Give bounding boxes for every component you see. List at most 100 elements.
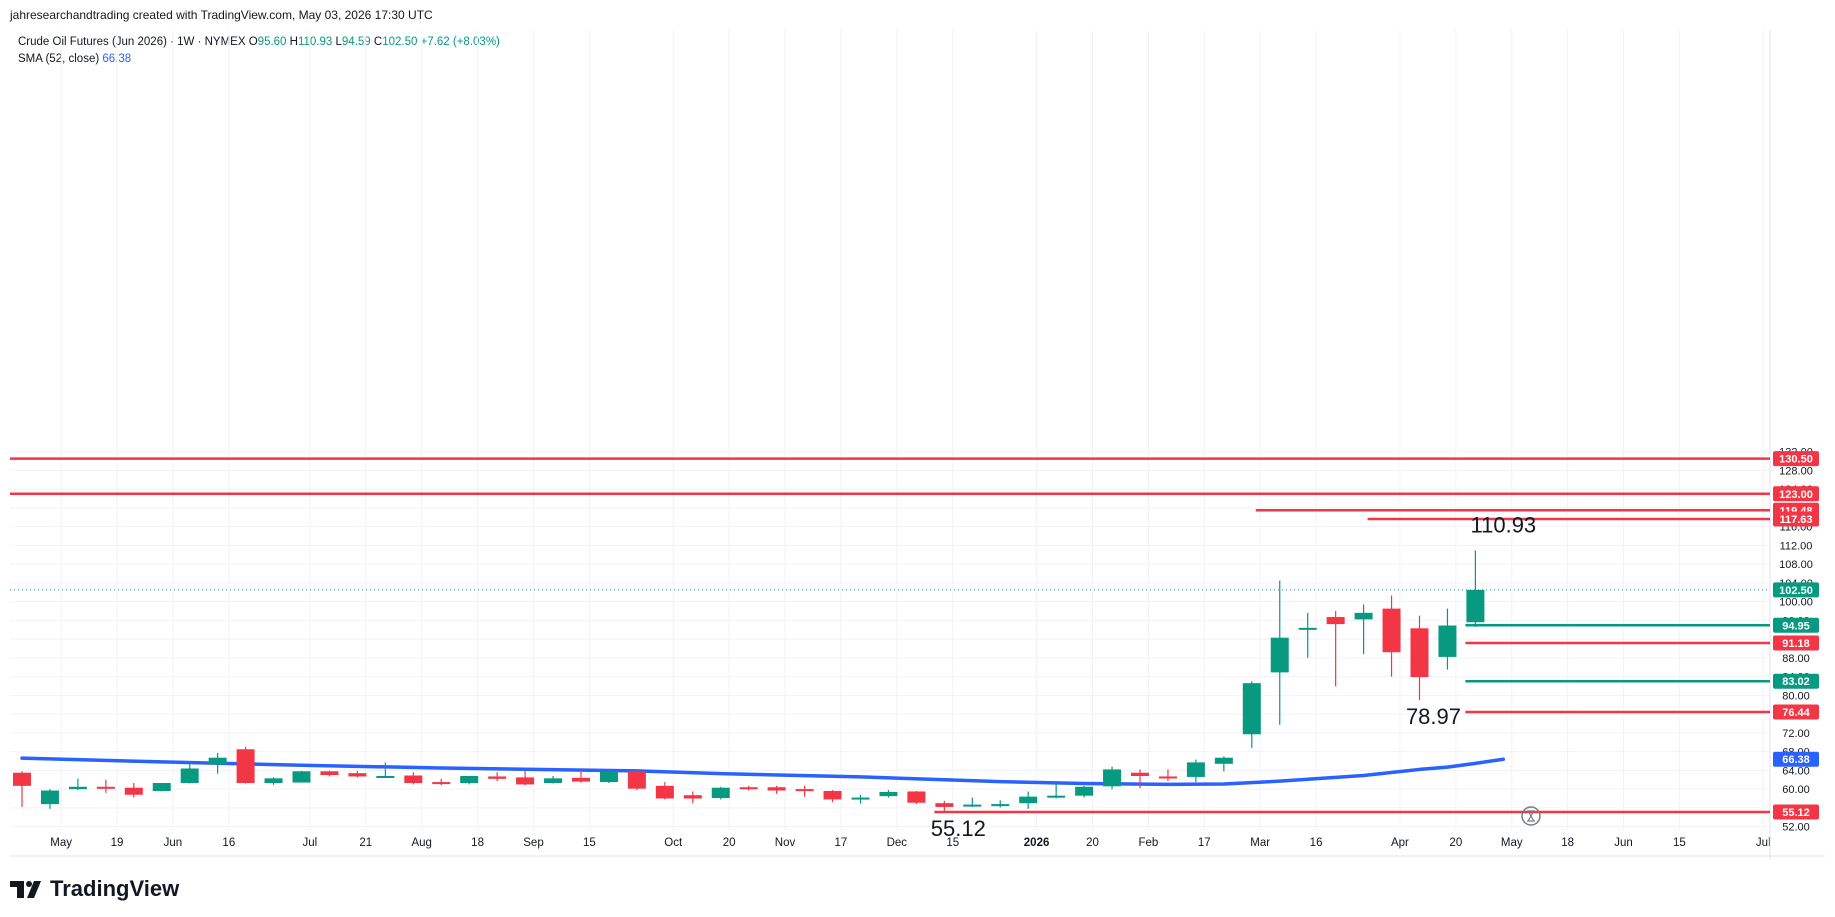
open-label: O — [248, 36, 258, 48]
candle-body — [879, 791, 898, 797]
level-tag-label: 123.00 — [1779, 489, 1813, 501]
sma-line — [20, 756, 1506, 787]
x-tick-label: 20 — [1449, 837, 1462, 849]
candle-body — [655, 785, 674, 799]
x-tick-label: 20 — [1086, 837, 1099, 849]
x-tick-label: Feb — [1138, 837, 1158, 849]
candle-body — [1186, 762, 1205, 777]
x-tick-label: Jul — [1756, 837, 1771, 849]
chart-grid — [10, 30, 1770, 830]
x-tick-label: Jun — [1614, 837, 1633, 849]
candle-body — [320, 771, 339, 776]
level-tag-label: 130.50 — [1779, 454, 1813, 466]
level-tag-label: 55.12 — [1782, 807, 1810, 819]
candle-body — [68, 786, 87, 790]
x-tick-label: 16 — [1310, 837, 1323, 849]
sma-layer — [20, 756, 1506, 787]
candle-body — [376, 775, 395, 778]
price-tag-label: 102.50 — [1779, 585, 1813, 597]
x-tick-label: Jul — [303, 837, 318, 849]
x-tick-label: 19 — [111, 837, 124, 849]
level-tag — [1773, 804, 1819, 820]
x-tick-label: 17 — [835, 837, 848, 849]
candle-body — [96, 786, 115, 789]
high-value: 110.93 — [297, 36, 333, 48]
level-tag — [1773, 704, 1819, 720]
tradingview-logo-icon — [10, 881, 41, 898]
candle-body — [1270, 637, 1289, 673]
candle-body — [180, 768, 199, 784]
y-tick-label: 88.00 — [1782, 653, 1810, 665]
horizontal-levels — [10, 457, 1770, 814]
annotations-layer: 110.93 78.97 55.12 — [931, 512, 1536, 841]
high-label: H — [289, 36, 298, 48]
candle-body — [13, 772, 31, 786]
x-tick-label: Oct — [664, 837, 683, 849]
candle-body — [544, 778, 563, 784]
candle-body — [1019, 796, 1038, 804]
change-value: +7.62 (+8.03%) — [420, 36, 500, 48]
tradingview-logo[interactable]: TradingView — [10, 876, 179, 902]
y-tick-label: 108.00 — [1779, 559, 1813, 571]
candle-body — [795, 789, 814, 792]
level-tag — [1773, 486, 1819, 502]
candle-body — [1214, 757, 1233, 764]
candle-body — [823, 790, 842, 800]
y-tick-label: 100.00 — [1779, 597, 1813, 609]
level-tag — [1773, 451, 1819, 467]
level-tag-label: 117.63 — [1779, 514, 1812, 526]
candle-body — [627, 771, 646, 789]
candle-body — [1158, 776, 1177, 779]
level-tag-label: 91.18 — [1782, 638, 1810, 650]
candle-body — [208, 757, 227, 765]
x-tick-label: 2026 — [1024, 837, 1050, 849]
candle-body — [935, 803, 954, 807]
candle-body — [572, 777, 590, 782]
candle-body — [460, 775, 479, 784]
price-annotation: 55.12 — [931, 816, 986, 841]
candles-layer — [13, 550, 1485, 812]
x-tick-label: 15 — [583, 837, 596, 849]
price-annotation: 110.93 — [1471, 512, 1537, 537]
x-tick-label: Aug — [411, 837, 431, 849]
candle-body — [432, 782, 451, 785]
x-tick-label: Dec — [887, 837, 908, 849]
low-label: L — [335, 36, 342, 48]
x-tick-label: 15 — [946, 837, 959, 849]
candle-body — [264, 778, 283, 784]
y-tick-label: 60.00 — [1782, 784, 1810, 796]
candle-body — [1298, 627, 1317, 630]
candle-body — [739, 787, 758, 790]
candle-body — [488, 776, 507, 779]
candle-body — [963, 804, 982, 807]
candle-body — [1103, 769, 1122, 787]
y-tick-label: 128.00 — [1779, 465, 1813, 477]
clock-icon[interactable] — [1521, 806, 1541, 826]
sma-label[interactable]: SMA (52, close) — [18, 53, 100, 65]
level-tag — [1773, 673, 1819, 689]
x-tick-label: Sep — [523, 837, 543, 849]
x-tick-label: Jun — [164, 837, 183, 849]
y-tick-label: 64.00 — [1782, 765, 1810, 777]
symbol-name[interactable]: Crude Oil Futures (Jun 2026) · 1W · NYME… — [18, 36, 246, 48]
x-tick-label: Nov — [775, 837, 796, 849]
x-tick-label: 21 — [359, 837, 372, 849]
symbol-legend-row[interactable]: Crude Oil Futures (Jun 2026) · 1W · NYME… — [18, 34, 500, 51]
candle-body — [599, 771, 618, 783]
candle-body — [348, 773, 367, 777]
price-tag-label: 66.38 — [1782, 754, 1810, 766]
price-tag — [1773, 582, 1819, 598]
candle-body — [1242, 683, 1261, 735]
candle-body — [292, 771, 311, 783]
level-tag-label: 76.44 — [1782, 707, 1810, 719]
close-value: 102.50 — [382, 36, 418, 48]
price-tags-layer: 130.50123.00119.48117.6394.9591.1883.027… — [1773, 451, 1819, 820]
candle-body — [404, 775, 423, 784]
candle-body — [1466, 589, 1485, 623]
y-tick-label: 52.00 — [1782, 822, 1810, 834]
x-tick-label: 18 — [471, 837, 484, 849]
x-tick-label: Apr — [1391, 837, 1409, 849]
x-tick-label: 18 — [1561, 837, 1574, 849]
candle-body — [1354, 612, 1373, 620]
